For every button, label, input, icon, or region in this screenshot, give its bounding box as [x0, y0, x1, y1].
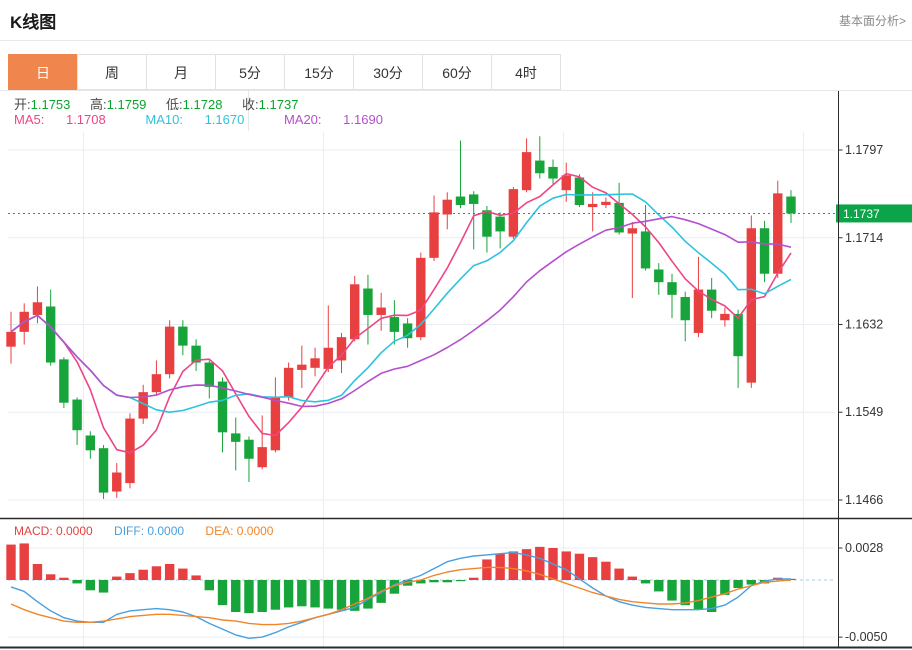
ma-legend: MA5: 1.1708 MA10: 1.1670 MA20: 1.1690 [14, 112, 419, 127]
diff-line [10, 551, 791, 639]
high-value: 1.1759 [106, 97, 147, 112]
tab-周[interactable]: 周 [77, 54, 147, 90]
title-divider [0, 40, 912, 41]
period-tabbar: 日周月 5分 15分 30分 60分 4时 [8, 54, 561, 90]
page-title: K线图 [10, 13, 57, 32]
open-value: 1.1753 [30, 97, 71, 112]
tab-4时[interactable]: 4时 [491, 54, 561, 90]
current-price-badge [836, 204, 912, 223]
macd-value-label: MACD: 0.0000 [14, 524, 93, 538]
tab-60分[interactable]: 60分 [422, 54, 492, 90]
close-value: 1.1737 [258, 97, 299, 112]
macd-panel [6, 543, 835, 639]
open-label: 开: [14, 97, 31, 112]
tabbar-underline [0, 90, 912, 91]
current-price-marker: 1.1737 [8, 204, 912, 223]
close-label: 收: [242, 97, 259, 112]
fundamental-analysis-link[interactable]: 基本面分析> [838, 14, 906, 28]
ma20-legend: MA20: 1.1690 [283, 112, 383, 127]
tab-30分[interactable]: 30分 [353, 54, 423, 90]
tab-日[interactable]: 日 [8, 54, 78, 90]
svg-text:1.1549: 1.1549 [845, 405, 883, 419]
ma5-legend: MA5: 1.1708 [14, 112, 106, 127]
dea-line [10, 566, 792, 626]
ma5-line [10, 172, 792, 454]
high-label: 高: [90, 97, 107, 112]
grid-lines [8, 132, 835, 648]
macd-legend: MACD: 0.0000 DIFF: 0.0000 DEA: 0.0000 [14, 524, 291, 538]
ma20-line [10, 215, 792, 408]
low-value: 1.1728 [182, 97, 223, 112]
tab-5分[interactable]: 5分 [215, 54, 285, 90]
ohlc-legend: 开:1.1753 高:1.1759 低:1.1728 收:1.1737 [14, 94, 314, 113]
svg-text:1.1466: 1.1466 [845, 493, 883, 507]
svg-text:1.1737: 1.1737 [843, 207, 880, 221]
low-label: 低: [166, 97, 183, 112]
diff-value-label: DIFF: 0.0000 [114, 524, 185, 538]
svg-text:0.0028: 0.0028 [845, 541, 883, 555]
price-axis: 1.1797 1.1714 1.1632 1.1549 1.1466 0.0028 -0.0… [0, 91, 912, 649]
candlesticks [6, 136, 796, 499]
svg-text:-0.0050: -0.0050 [845, 630, 887, 644]
ma10-line [10, 193, 792, 414]
svg-text:1.1797: 1.1797 [845, 143, 883, 157]
legend-divider [248, 91, 249, 131]
ma10-legend: MA10: 1.1670 [145, 112, 245, 127]
svg-text:1.1714: 1.1714 [845, 231, 883, 245]
tab-月[interactable]: 月 [146, 54, 216, 90]
ma-lines [10, 172, 792, 454]
dea-value-label: DEA: 0.0000 [205, 524, 274, 538]
tab-15分[interactable]: 15分 [284, 54, 354, 90]
svg-text:1.1632: 1.1632 [845, 317, 883, 331]
